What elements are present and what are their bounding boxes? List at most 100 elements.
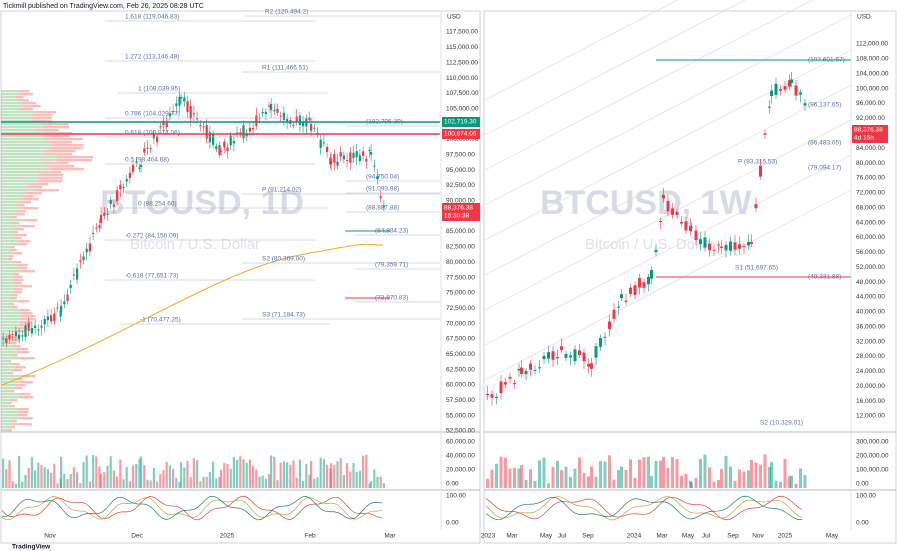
level-label: 0.618 (100,974.06) — [125, 130, 180, 137]
level-label: R1 (111,466.51) — [262, 65, 308, 72]
volume-bar — [106, 465, 109, 488]
level-label: S2 (10,329.01) — [760, 420, 803, 427]
volume-profile — [1, 165, 45, 168]
volume-bar — [236, 460, 239, 488]
candle — [542, 355, 546, 360]
volume-profile — [1, 315, 22, 318]
volume-profile — [16, 234, 27, 237]
volume-bar — [647, 456, 650, 488]
time-tick-label: Nov — [752, 533, 764, 540]
volume-profile — [13, 291, 22, 294]
volume-bar — [268, 474, 271, 488]
oscillator — [1, 495, 383, 521]
volume-profile — [1, 111, 35, 114]
level-label: (91,093.98) — [366, 186, 399, 193]
volume-bar — [305, 463, 308, 488]
price-tick-label: 40,000.00 — [856, 309, 885, 316]
price-tick-label: 72,000.00 — [856, 190, 885, 197]
candle — [143, 148, 146, 153]
volume-bar — [212, 461, 215, 488]
volume-profile — [22, 102, 37, 105]
volume-profile — [1, 420, 11, 423]
volume-profile — [16, 243, 28, 246]
volume-profile — [1, 423, 20, 426]
level-label: P (83,315.53) — [738, 159, 777, 166]
price-tick-label: 20,000.00 — [856, 383, 885, 390]
candle — [738, 244, 741, 249]
volume-bar — [573, 468, 577, 488]
volume-bar — [2, 458, 5, 488]
volume-profile — [1, 297, 11, 300]
price-tick-label: 56,000.00 — [856, 249, 885, 256]
volume-profile — [1, 198, 24, 201]
volume-bar — [659, 460, 662, 488]
price-tick-label: 104,000.00 — [856, 70, 889, 77]
volume-bar — [556, 460, 559, 488]
volume-profile — [1, 282, 14, 285]
volume-profile — [1, 273, 12, 276]
volume-profile — [1, 267, 17, 270]
candle — [349, 152, 352, 163]
level-label: 0.5 (98,404.68) — [125, 157, 169, 164]
volume-bar — [524, 479, 528, 488]
volume-bar — [322, 459, 325, 488]
volume-bar — [517, 468, 521, 488]
volume-bar — [712, 481, 716, 488]
volume-profile — [43, 153, 72, 156]
volume-tick-label: 300,000.00 — [856, 439, 889, 446]
volume-profile — [10, 294, 18, 297]
volume-profile — [17, 99, 29, 102]
level-label: 1 (108,039.95) — [138, 86, 180, 93]
volume-bar — [680, 475, 683, 488]
candle — [642, 282, 646, 288]
volume-profile — [1, 360, 8, 363]
candle — [18, 334, 21, 339]
price-tick-label: 117,500.00 — [446, 29, 478, 36]
candle — [754, 204, 758, 209]
candle — [370, 152, 373, 155]
time-tick-label: Mar — [656, 533, 668, 540]
volume-bar — [85, 455, 88, 488]
candle — [72, 274, 75, 276]
volume-profile — [50, 168, 84, 171]
time-tick-label: Jul — [702, 533, 711, 540]
candle — [178, 96, 181, 106]
volume-bar — [358, 470, 361, 488]
candle — [264, 111, 267, 114]
volume-profile — [15, 384, 26, 387]
candle — [88, 243, 91, 252]
level-label: (86,483.05) — [808, 140, 841, 147]
volume-profile — [21, 225, 35, 228]
candle — [379, 196, 382, 199]
price-badge — [442, 203, 480, 213]
volume-profile — [21, 270, 35, 273]
volume-bar — [273, 456, 276, 488]
volume-bar — [152, 468, 155, 488]
volume-profile — [38, 177, 63, 180]
volume-tick-label: 0.00 — [446, 481, 459, 488]
candle — [556, 357, 559, 359]
volume-profile — [15, 213, 25, 216]
volume-bar — [486, 478, 489, 488]
volume-profile — [1, 156, 57, 159]
price-tick-label: 105,000.00 — [446, 105, 479, 112]
volume-profile — [21, 375, 36, 378]
time-tick-label: May — [826, 533, 839, 540]
volume-bar — [733, 480, 737, 488]
price-tick-label: 96,000.00 — [856, 100, 885, 107]
watermark: BTCUSD, 1W — [540, 184, 752, 222]
volume-profile — [11, 336, 20, 339]
volume-bar — [215, 478, 218, 488]
volume-profile — [18, 300, 30, 303]
volume-profile — [1, 150, 46, 153]
candle — [708, 243, 711, 251]
volume-bar — [178, 481, 181, 488]
candle — [790, 79, 793, 84]
candle — [310, 124, 313, 131]
volume-bar — [282, 461, 285, 488]
candle — [582, 352, 586, 362]
volume-profile — [1, 132, 44, 135]
price-badge — [442, 129, 480, 139]
candle — [689, 225, 692, 232]
volume-profile — [1, 417, 21, 420]
